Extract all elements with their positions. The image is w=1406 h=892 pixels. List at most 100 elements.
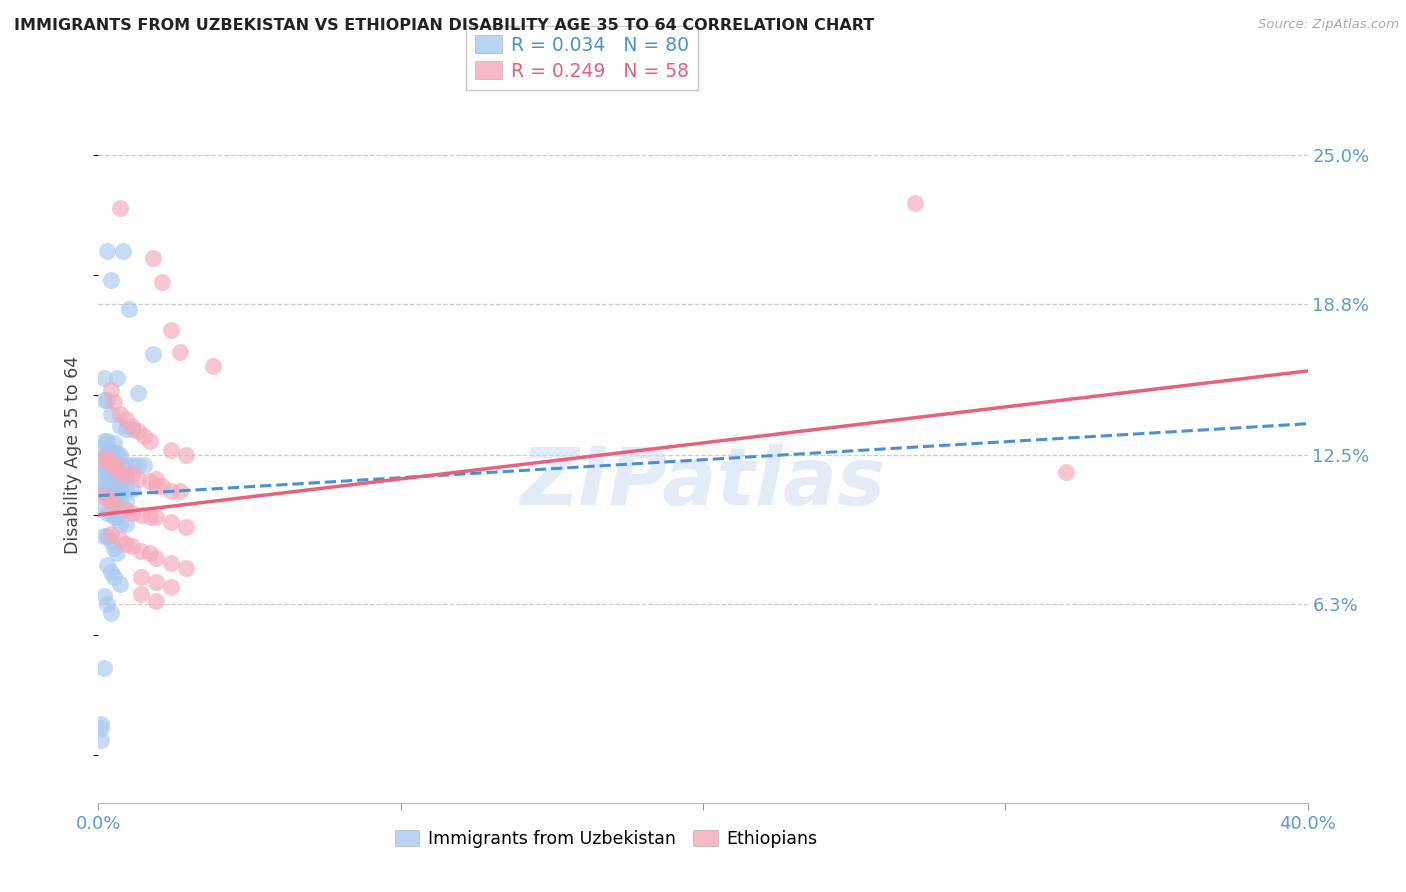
Point (121, 419, 143, 434)
Point (160, 580, 183, 594)
Point (103, 469, 125, 483)
Point (129, 587, 152, 601)
Point (114, 493, 136, 508)
Point (103, 570, 125, 584)
Point (100, 445, 122, 459)
Point (108, 532, 131, 546)
Point (145, 472, 167, 486)
Point (160, 443, 183, 458)
Point (160, 515, 183, 529)
Point (96, 506, 118, 520)
Point (103, 510, 125, 524)
Point (93, 371, 115, 385)
Point (100, 273, 122, 287)
Point (93, 476, 115, 491)
Point (127, 472, 149, 486)
Point (100, 462, 122, 476)
Point (93, 529, 115, 543)
Point (100, 455, 122, 469)
Point (904, 196, 927, 211)
Point (103, 436, 125, 450)
Point (103, 498, 125, 512)
Point (96, 491, 118, 505)
Point (160, 556, 183, 570)
Point (105, 546, 128, 560)
Point (108, 407, 131, 421)
Point (93, 452, 115, 467)
Point (90, 476, 112, 491)
Point (105, 510, 128, 524)
Point (96, 462, 118, 476)
Point (114, 412, 136, 426)
Point (108, 458, 131, 472)
Point (105, 469, 128, 483)
Point (145, 479, 167, 493)
Point (142, 251, 165, 265)
Point (90, 733, 112, 747)
Point (100, 527, 122, 541)
Point (108, 482, 131, 496)
Text: Source: ZipAtlas.com: Source: ZipAtlas.com (1258, 18, 1399, 31)
Point (139, 475, 162, 489)
Point (93, 434, 115, 448)
Point (96, 392, 118, 407)
Point (111, 244, 134, 258)
Point (145, 551, 167, 566)
Text: ZIPatlas: ZIPatlas (520, 443, 886, 522)
Point (105, 445, 128, 459)
Point (93, 450, 115, 465)
Point (108, 469, 131, 483)
Point (100, 566, 122, 580)
Point (100, 476, 122, 491)
Text: IMMIGRANTS FROM UZBEKISTAN VS ETHIOPIAN DISABILITY AGE 35 TO 64 CORRELATION CHAR: IMMIGRANTS FROM UZBEKISTAN VS ETHIOPIAN … (14, 18, 875, 33)
Legend: Immigrants from Uzbekistan, Ethiopians: Immigrants from Uzbekistan, Ethiopians (387, 822, 827, 856)
Point (114, 517, 136, 532)
Point (121, 421, 143, 435)
Point (114, 469, 136, 483)
Point (93, 392, 115, 407)
Point (150, 275, 173, 289)
Point (103, 541, 125, 556)
Point (114, 458, 136, 472)
Point (121, 482, 143, 496)
Point (103, 458, 125, 472)
Point (108, 201, 131, 215)
Point (100, 486, 122, 500)
Point (93, 500, 115, 515)
Point (90, 722, 112, 736)
Point (127, 424, 149, 438)
Point (108, 419, 131, 434)
Point (114, 503, 136, 517)
Point (105, 493, 128, 508)
Point (121, 539, 143, 553)
Point (100, 607, 122, 621)
Point (150, 479, 173, 493)
Point (121, 506, 143, 520)
Point (174, 448, 197, 462)
Point (108, 493, 131, 508)
Point (174, 560, 197, 574)
Point (96, 476, 118, 491)
Point (108, 577, 131, 591)
Point (105, 459, 128, 474)
Point (114, 421, 136, 435)
Point (100, 407, 122, 421)
Point (160, 323, 183, 337)
Point (127, 385, 149, 400)
Point (202, 359, 225, 373)
Point (93, 661, 115, 675)
Point (96, 445, 118, 459)
Point (145, 594, 167, 608)
Point (90, 441, 112, 455)
Point (174, 520, 197, 534)
Point (100, 506, 122, 520)
Point (169, 483, 191, 498)
Point (96, 597, 118, 611)
Point (108, 448, 131, 462)
Point (114, 482, 136, 496)
Point (139, 510, 162, 524)
Point (121, 467, 143, 482)
Point (145, 575, 167, 590)
Point (96, 452, 118, 467)
Point (127, 458, 149, 472)
